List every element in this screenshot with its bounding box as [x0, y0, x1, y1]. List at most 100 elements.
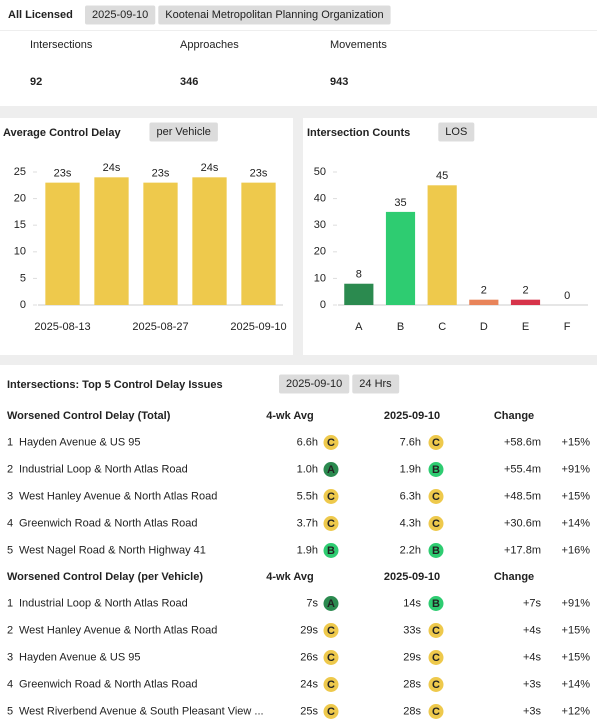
change: +3s [523, 705, 542, 717]
grade-badge [428, 543, 444, 558]
rank: 1 [7, 597, 13, 609]
intersection-name: Hayden Avenue & US 95 [19, 651, 141, 663]
y-tick-label: 10 [14, 246, 26, 258]
grade-badge [428, 596, 444, 611]
avg: 6.6h [297, 436, 318, 448]
grade-badge [323, 623, 339, 638]
grade-letter: C [327, 652, 335, 664]
change: +3s [523, 678, 542, 690]
current: 29s [403, 651, 421, 663]
avg: 1.0h [297, 463, 318, 475]
chart-title: Intersection Counts [307, 127, 410, 139]
grade-letter: C [432, 706, 440, 718]
rank: 5 [7, 544, 13, 556]
intersection-name: Industrial Loop & North Atlas Road [19, 463, 188, 475]
intersection-name: Greenwich Road & North Atlas Road [19, 517, 198, 529]
grade-letter: A [327, 598, 335, 610]
intersection-name: West Hanley Avenue & North Atlas Road [19, 624, 217, 636]
avg: 1.9h [297, 544, 318, 556]
column-header: 2025-09-10 [384, 410, 440, 422]
value-label: 45 [436, 170, 448, 182]
rank: 4 [7, 678, 13, 690]
tag-label: per Vehicle [156, 126, 210, 138]
grade-letter: B [432, 598, 440, 610]
current: 2.2h [400, 544, 421, 556]
column-header: 4-wk Avg [266, 410, 313, 422]
change: +58.6m [504, 436, 541, 448]
grade-letter: A [327, 464, 335, 476]
change-pct: +15% [562, 651, 591, 663]
bar [143, 182, 178, 305]
grade-letter: C [432, 625, 440, 637]
avg: 5.5h [297, 490, 318, 502]
x-tick-label: A [355, 321, 363, 333]
grade-badge [323, 543, 339, 558]
change-pct: +14% [562, 517, 591, 529]
intersection-name: Hayden Avenue & US 95 [19, 436, 141, 448]
value-label: 23s [250, 168, 268, 180]
current: 1.9h [400, 463, 421, 475]
change: +4s [523, 624, 542, 636]
rank: 1 [7, 436, 13, 448]
change: +48.5m [504, 490, 541, 502]
y-tick-label: 15 [14, 219, 26, 231]
rank: 2 [7, 463, 13, 475]
x-tick-label: F [564, 321, 571, 333]
change-pct: +14% [562, 678, 591, 690]
kpi-value: 92 [30, 76, 42, 88]
intersection-name: Industrial Loop & North Atlas Road [19, 597, 188, 609]
avg: 25s [300, 705, 318, 717]
tag [279, 374, 350, 394]
column-header: Change [494, 410, 534, 422]
bar [94, 177, 129, 305]
tag [352, 374, 400, 394]
x-tick-label: E [522, 321, 529, 333]
current: 28s [403, 678, 421, 690]
y-tick-label: 25 [14, 166, 26, 178]
grade-badge [323, 596, 339, 611]
bar [192, 177, 227, 305]
grade-letter: C [432, 437, 440, 449]
value-label: 35 [394, 197, 406, 209]
intersection-name: West Hanley Avenue & North Atlas Road [19, 490, 217, 502]
header-title: All Licensed [8, 9, 73, 21]
grade-badge [323, 704, 339, 719]
value-label: 23s [152, 168, 170, 180]
y-tick-label: 5 [20, 272, 26, 284]
intersection-name: West Nagel Road & North Highway 41 [19, 544, 206, 556]
change: +4s [523, 651, 542, 663]
grade-badge [428, 623, 444, 638]
value-label: 0 [564, 290, 570, 302]
grade-letter: C [327, 518, 335, 530]
intersection-name: West Riverbend Avenue & South Pleasant V… [19, 705, 264, 717]
x-tick-label: 2025-08-13 [34, 321, 90, 333]
grade-letter: C [432, 518, 440, 530]
kpi-label: Movements [330, 39, 387, 51]
avg: 26s [300, 651, 318, 663]
tag-label: 24 Hrs [359, 378, 392, 390]
x-tick-label: 2025-08-27 [132, 321, 188, 333]
current: 4.3h [400, 517, 421, 529]
x-tick-label: C [438, 321, 446, 333]
group-title: Worsened Control Delay (per Vehicle) [7, 571, 203, 583]
change: +30.6m [504, 517, 541, 529]
change-pct: +15% [562, 490, 591, 502]
grade-letter: B [327, 545, 335, 557]
bar [385, 211, 416, 305]
tag [149, 122, 218, 142]
grade-badge [428, 677, 444, 692]
bar [344, 283, 374, 305]
avg: 3.7h [297, 517, 318, 529]
x-tick-label: 2025-09-10 [230, 321, 286, 333]
rank: 4 [7, 517, 13, 529]
group-title: Worsened Control Delay (Total) [7, 410, 171, 422]
grade-letter: C [327, 679, 335, 691]
rank: 5 [7, 705, 13, 717]
change-pct: +91% [562, 463, 591, 475]
tag-label: 2025-09-10 [286, 378, 342, 390]
grade-badge [323, 650, 339, 665]
y-tick-label: 0 [320, 299, 326, 311]
y-tick-label: 30 [314, 219, 326, 231]
change-pct: +12% [562, 705, 591, 717]
rank: 3 [7, 651, 13, 663]
